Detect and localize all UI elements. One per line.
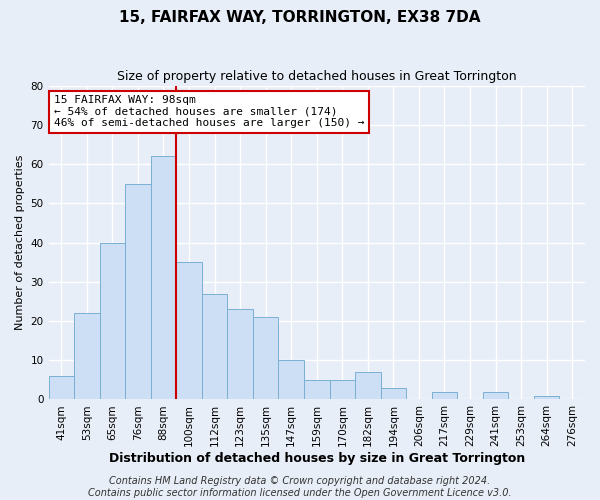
Bar [329,380,355,400]
Bar [227,309,253,400]
Bar [253,317,278,400]
Y-axis label: Number of detached properties: Number of detached properties [15,155,25,330]
Bar [432,392,457,400]
Bar [151,156,176,400]
Text: 15, FAIRFAX WAY, TORRINGTON, EX38 7DA: 15, FAIRFAX WAY, TORRINGTON, EX38 7DA [119,10,481,25]
Title: Size of property relative to detached houses in Great Torrington: Size of property relative to detached ho… [117,70,517,83]
Bar [74,313,100,400]
Bar [49,376,74,400]
Bar [380,388,406,400]
Bar [278,360,304,400]
Bar [304,380,329,400]
Bar [202,294,227,400]
X-axis label: Distribution of detached houses by size in Great Torrington: Distribution of detached houses by size … [109,452,525,465]
Bar [176,262,202,400]
Bar [100,242,125,400]
Text: Contains HM Land Registry data © Crown copyright and database right 2024.
Contai: Contains HM Land Registry data © Crown c… [88,476,512,498]
Bar [534,396,559,400]
Bar [483,392,508,400]
Bar [355,372,380,400]
Bar [125,184,151,400]
Text: 15 FAIRFAX WAY: 98sqm
← 54% of detached houses are smaller (174)
46% of semi-det: 15 FAIRFAX WAY: 98sqm ← 54% of detached … [54,95,364,128]
